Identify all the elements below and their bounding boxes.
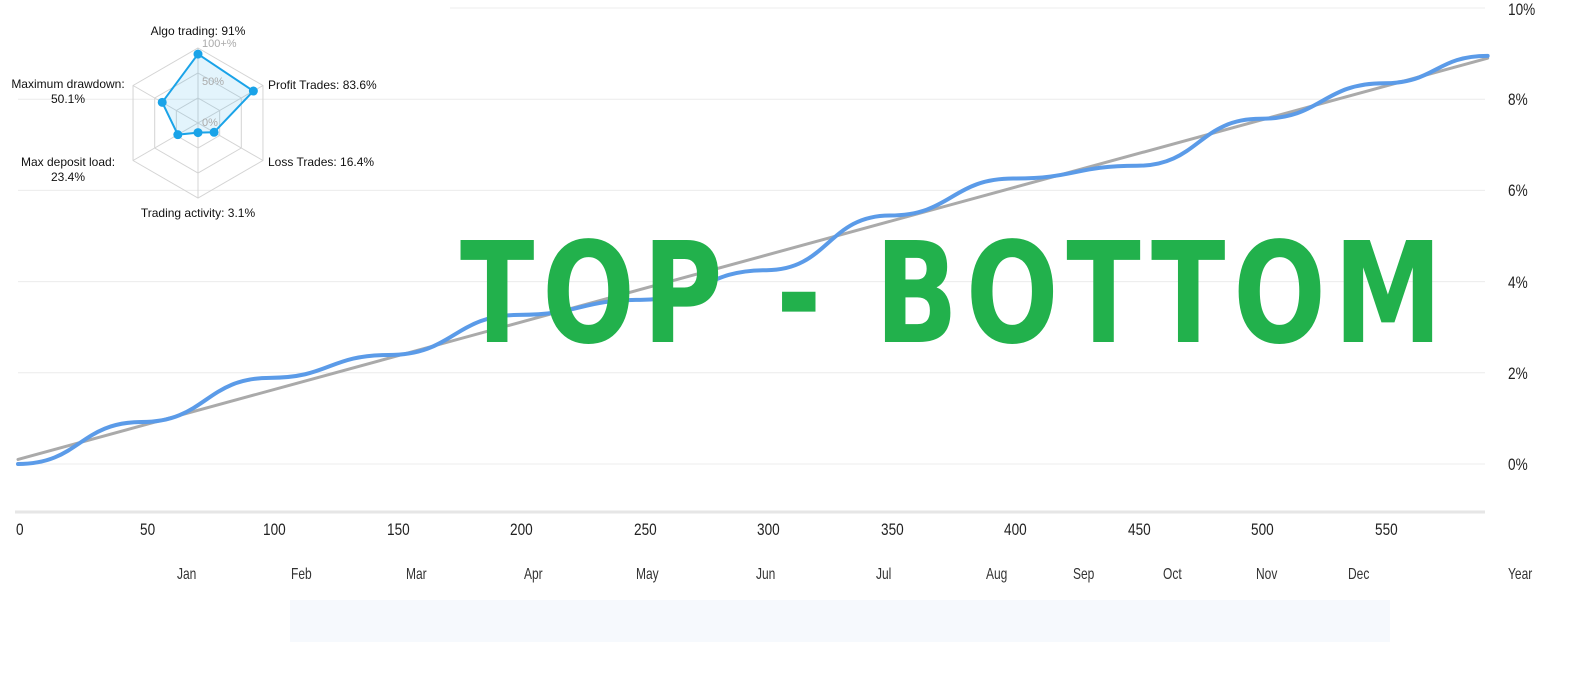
month-label: Jun <box>756 566 776 583</box>
radar-axis-label: Max deposit load: 23.4% <box>20 155 116 184</box>
x-tick-label: 400 <box>1004 520 1027 539</box>
radar-axis-label: Algo trading: 91% <box>150 24 246 38</box>
radar-point <box>157 97 167 107</box>
radar-axis-label: Profit Trades: 83.6% <box>268 78 377 92</box>
month-label: Year <box>1508 566 1533 583</box>
x-tick-label: 100 <box>263 520 286 539</box>
x-tick-label: 550 <box>1374 520 1398 539</box>
radar-scale-label: 50% <box>202 76 224 88</box>
month-label: Oct <box>1163 566 1182 583</box>
radar-point <box>209 127 219 137</box>
y-tick-label: 4% <box>1508 272 1528 292</box>
y-tick-label: 8% <box>1508 90 1528 110</box>
x-tick-label: 350 <box>880 520 904 539</box>
month-label: Dec <box>1348 566 1370 583</box>
y-tick-label: 10% <box>1508 0 1536 19</box>
radar-scale-label: 100+% <box>202 38 237 50</box>
radar-axis-label: Trading activity: 3.1% <box>140 206 256 220</box>
y-tick-label: 6% <box>1508 181 1528 201</box>
x-tick-label: 300 <box>757 520 780 539</box>
watermark-logo: TOP - BOTTOM <box>460 213 1450 376</box>
x-tick-label: 450 <box>1127 520 1151 539</box>
radar-point <box>193 128 203 138</box>
x-tick-label: 150 <box>386 520 410 539</box>
radar-point <box>248 86 258 96</box>
x-tick-label: 500 <box>1251 520 1274 539</box>
x-tick-label: 0 <box>16 520 24 539</box>
month-label: May <box>636 566 659 583</box>
x-tick-label: 250 <box>633 520 657 539</box>
radar-axis-label: Loss Trades: 16.4% <box>268 155 375 169</box>
radar-point <box>173 130 183 140</box>
monthly-values-row <box>290 600 1390 642</box>
radar-scale-label: 0% <box>202 117 218 129</box>
radar-axis-label: Maximum drawdown: 50.1% <box>11 77 125 106</box>
benchmark-line <box>16 56 1490 461</box>
month-label: Sep <box>1073 566 1095 583</box>
month-label: Jul <box>876 566 892 583</box>
x-tick-label: 50 <box>139 520 155 539</box>
month-label: Apr <box>524 566 543 583</box>
month-label: Aug <box>986 566 1008 583</box>
radar-spoke <box>197 122 264 161</box>
month-label: Feb <box>291 566 312 583</box>
radar-point <box>193 49 203 59</box>
growth-line <box>16 53 1490 466</box>
month-label: Jan <box>177 566 197 583</box>
radar-spoke <box>132 122 199 161</box>
x-tick-label: 200 <box>510 520 533 539</box>
month-label: Mar <box>406 566 427 583</box>
y-tick-label: 2% <box>1508 363 1528 383</box>
month-label: Nov <box>1256 566 1278 583</box>
y-tick-label: 0% <box>1508 455 1528 474</box>
